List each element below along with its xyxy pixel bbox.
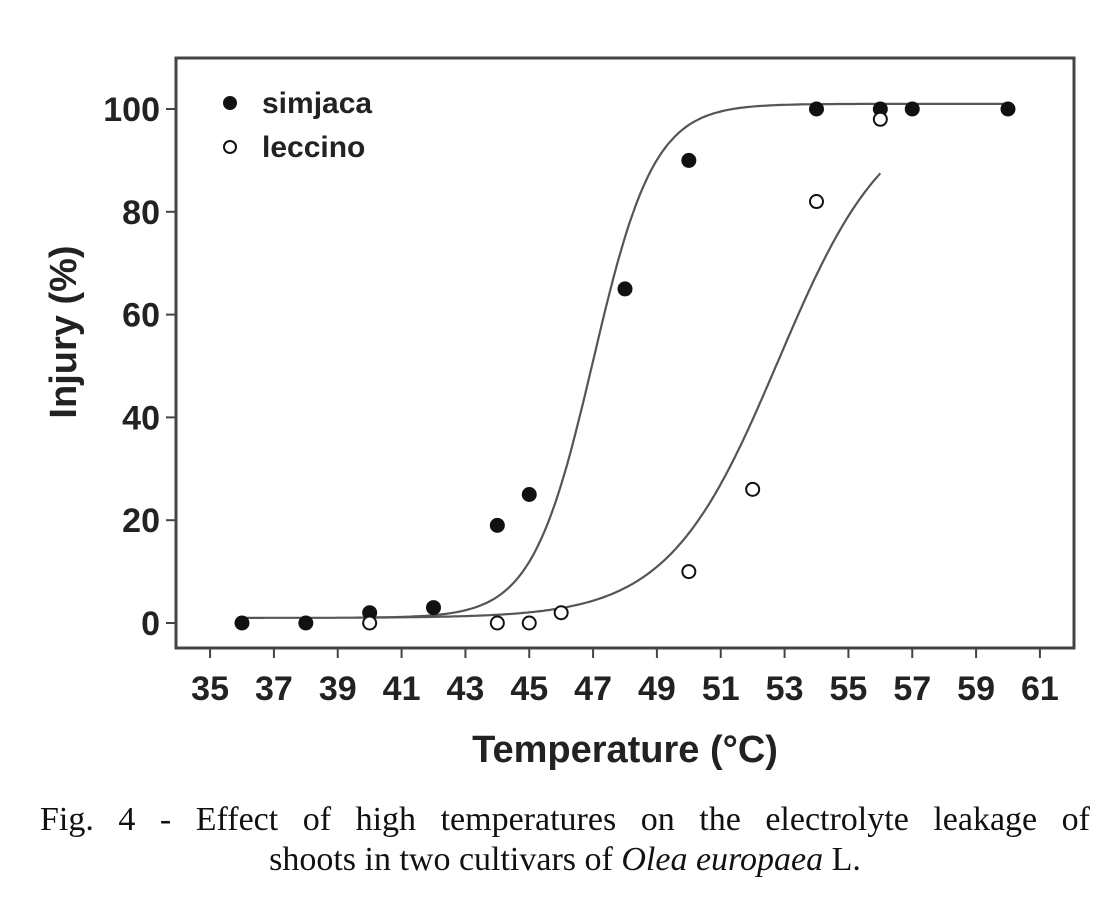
data-point-leccino bbox=[489, 615, 505, 631]
caption-text: shoots in two cultivars of bbox=[269, 841, 622, 878]
data-point-simjaca bbox=[904, 101, 920, 117]
caption-text-end: L. bbox=[823, 841, 861, 878]
plot-frame bbox=[174, 56, 1076, 650]
x-axis-title: Temperature (°C) bbox=[472, 729, 778, 771]
x-tick-label: 37 bbox=[255, 670, 293, 708]
x-tick-label: 47 bbox=[574, 670, 612, 708]
data-point-simjaca bbox=[234, 615, 250, 631]
legend-label-leccino: leccino bbox=[262, 131, 365, 164]
x-tick-label: 35 bbox=[191, 670, 229, 708]
caption-line-2: shoots in two cultivars of Olea europaea… bbox=[40, 840, 1090, 880]
data-point-simjaca bbox=[681, 152, 697, 168]
y-tick-label: 60 bbox=[122, 297, 160, 335]
legend-marker-leccino bbox=[223, 140, 237, 154]
legend: simjaca leccino bbox=[223, 87, 372, 164]
caption-line-1: Fig. 4 - Effect of high temperatures on … bbox=[40, 801, 1090, 838]
data-point-leccino bbox=[809, 194, 824, 210]
data-point-leccino bbox=[362, 615, 378, 631]
data-point-simjaca bbox=[489, 517, 505, 533]
data-point-leccino bbox=[553, 605, 569, 621]
chart: 35 37 39 41 43 45 47 49 51 53 55 57 59 61 0 20 40 60 80 100… bbox=[43, 56, 1076, 771]
axis-ticks: 35 37 39 41 43 45 47 49 51 53 55 57 59 61 0 20 40 60 80 100 bbox=[103, 91, 1059, 708]
x-tick-label: 61 bbox=[1021, 670, 1059, 708]
figure-caption: Fig. 4 - Effect of high temperatures on … bbox=[40, 800, 1090, 880]
data-point-leccino bbox=[521, 615, 537, 631]
x-tick-label: 41 bbox=[383, 670, 421, 708]
x-tick-label: 49 bbox=[638, 670, 676, 708]
y-tick-label: 100 bbox=[103, 91, 160, 129]
data-point-simjaca bbox=[809, 101, 824, 117]
y-axis-title: Injury (%) bbox=[43, 245, 85, 418]
data-point-simjaca bbox=[521, 487, 537, 502]
x-tick-label: 57 bbox=[893, 670, 931, 708]
x-tick-label: 55 bbox=[830, 670, 868, 708]
x-tick-label: 45 bbox=[510, 670, 548, 708]
data-points bbox=[234, 101, 1016, 631]
data-point-leccino bbox=[681, 564, 697, 580]
data-point-simjaca bbox=[617, 281, 633, 297]
y-tick-label: 40 bbox=[122, 399, 160, 437]
data-point-simjaca bbox=[426, 600, 441, 616]
fit-curve-leccino bbox=[369, 172, 882, 619]
y-tick-label: 0 bbox=[141, 605, 160, 643]
y-tick-label: 20 bbox=[122, 502, 160, 540]
x-tick-label: 59 bbox=[957, 670, 995, 708]
caption-species: Olea europaea bbox=[621, 841, 824, 878]
data-point-simjaca bbox=[1000, 101, 1016, 117]
data-point-simjaca bbox=[298, 615, 314, 631]
data-point-leccino bbox=[745, 481, 761, 497]
legend-label-simjaca: simjaca bbox=[262, 87, 372, 120]
x-tick-label: 39 bbox=[319, 670, 357, 708]
y-tick-label: 80 bbox=[122, 194, 160, 232]
x-tick-label: 53 bbox=[766, 670, 804, 708]
data-point-leccino bbox=[872, 111, 888, 127]
legend-marker-simjaca bbox=[223, 96, 237, 110]
x-tick-label: 51 bbox=[702, 670, 740, 708]
x-tick-label: 43 bbox=[447, 670, 485, 708]
